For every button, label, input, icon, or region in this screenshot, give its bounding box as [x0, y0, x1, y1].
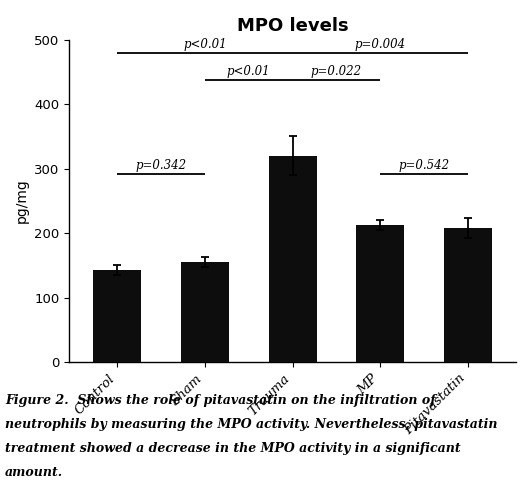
- Text: Figure 2.  Shows the role of pitavastatin on the infiltration of: Figure 2. Shows the role of pitavastatin…: [5, 394, 436, 407]
- Y-axis label: pg/mg: pg/mg: [15, 179, 29, 223]
- Text: p<0.01: p<0.01: [183, 38, 227, 51]
- Text: amount.: amount.: [5, 466, 63, 479]
- Text: p<0.01: p<0.01: [227, 64, 271, 78]
- Text: p=0.542: p=0.542: [398, 159, 450, 172]
- Bar: [93, 270, 142, 362]
- Text: p=0.342: p=0.342: [136, 159, 187, 172]
- Bar: [444, 228, 492, 362]
- Bar: [181, 262, 229, 362]
- Text: p=0.004: p=0.004: [355, 38, 406, 51]
- Text: neutrophils by measuring the MPO activity. Nevertheless, pitavastatin: neutrophils by measuring the MPO activit…: [5, 418, 498, 431]
- Text: p=0.022: p=0.022: [311, 64, 362, 78]
- Title: MPO levels: MPO levels: [237, 17, 348, 35]
- Bar: [269, 156, 317, 362]
- Text: treatment showed a decrease in the MPO activity in a significant: treatment showed a decrease in the MPO a…: [5, 442, 461, 455]
- Bar: [356, 225, 404, 362]
